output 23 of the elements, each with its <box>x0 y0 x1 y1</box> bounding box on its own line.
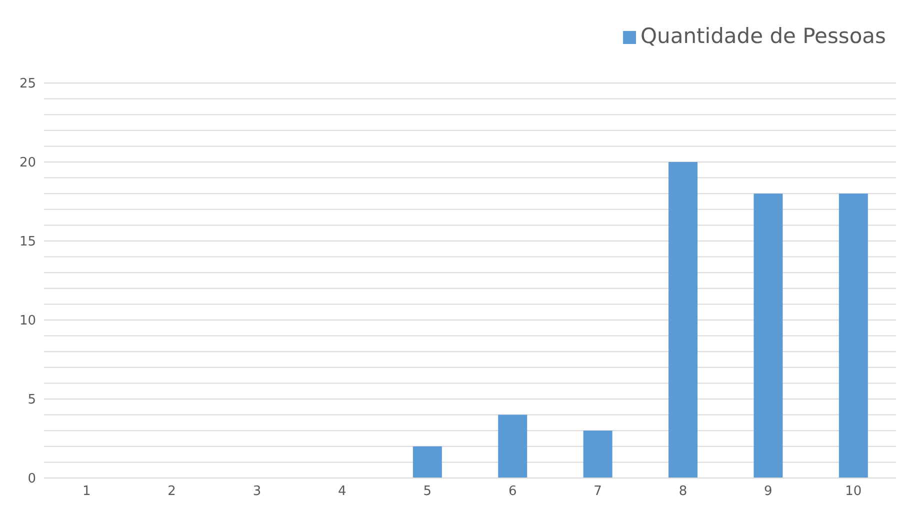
bar <box>583 430 612 478</box>
x-tick-label: 3 <box>252 484 262 500</box>
y-tick-label: 15 <box>19 234 36 250</box>
y-tick-label: 10 <box>19 314 36 329</box>
x-tick-label: 9 <box>764 484 772 500</box>
x-tick-label: 7 <box>594 484 602 500</box>
y-tick-label: 20 <box>19 156 36 171</box>
y-tick-label: 25 <box>19 76 36 92</box>
x-tick-label: 8 <box>678 484 688 500</box>
bar <box>412 446 442 478</box>
y-tick-label: 0 <box>28 472 36 487</box>
x-tick-label: 2 <box>168 484 176 500</box>
x-tick-label: 5 <box>423 484 432 500</box>
x-tick-label: 1 <box>82 484 91 500</box>
legend-label: Quantidade de Pessoas <box>640 24 886 48</box>
bar <box>498 414 528 478</box>
bar <box>754 194 783 478</box>
x-tick-label: 6 <box>508 484 517 500</box>
bar <box>838 194 868 478</box>
bar <box>668 162 698 478</box>
x-tick-label: 4 <box>338 484 346 500</box>
y-tick-label: 5 <box>28 392 36 408</box>
x-tick-label: 10 <box>845 484 862 500</box>
